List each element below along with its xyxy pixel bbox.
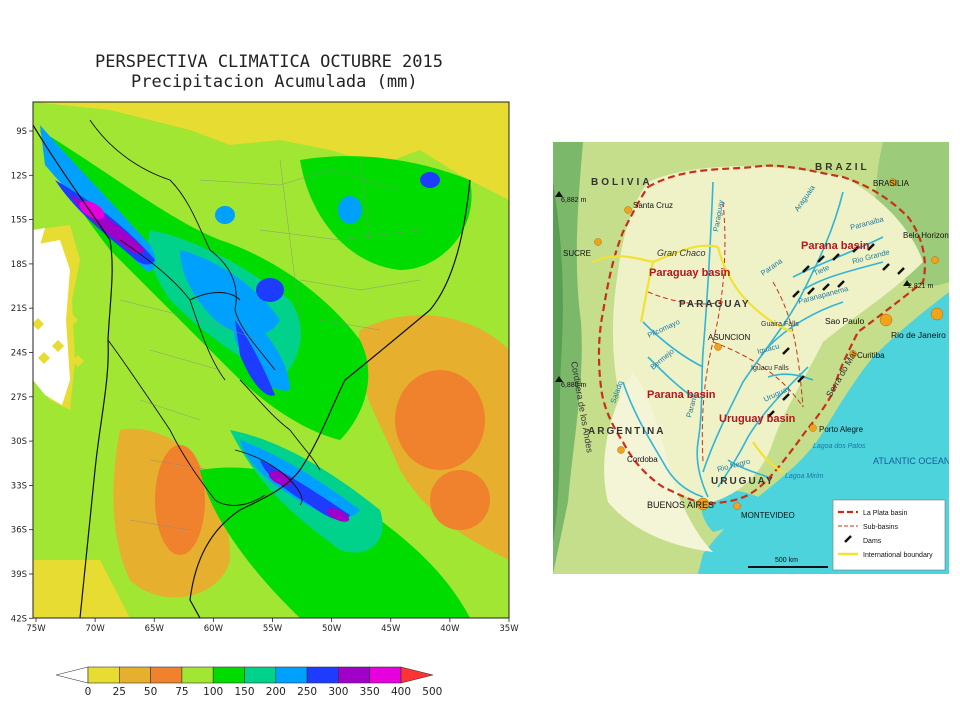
lon-tick-label: 55W (263, 624, 283, 634)
colorbar-swatch (369, 666, 402, 684)
lon-tick-label: 40W (440, 624, 460, 634)
lagoon-label: Lagoa dos Patos (813, 443, 866, 450)
colorbar-label: 200 (266, 686, 286, 698)
city-label: Sao Paulo (825, 316, 864, 326)
precip-field (33, 102, 509, 618)
lon-tick-label: 50W (322, 624, 342, 634)
lat-tick-label: 18S (11, 260, 27, 270)
scale-label: 500 km (775, 557, 798, 564)
city-label: BRASILIA (873, 179, 910, 188)
falls-label: Iguacu Falls (751, 365, 789, 372)
city-label: Belo Horizonte (903, 231, 949, 240)
colorbar-label: 300 (328, 686, 348, 698)
basin-label: Parana basin (801, 240, 870, 252)
la-plata-basin-map: BOLIVIA BRAZIL PARAGUAY ARGENTINA URUGUA… (553, 142, 949, 574)
legend-label: International boundary (863, 552, 933, 559)
lat-tick-label: 15S (11, 216, 27, 226)
longitude-ticks: 75W 70W 65W 60W 55W 50W 45W 40W 35W (26, 618, 519, 634)
colorbar-label: 50 (144, 686, 157, 698)
city-label: Cordoba (627, 455, 658, 464)
precip-title: PERSPECTIVA CLIMATICA OCTUBRE 2015 Preci… (95, 52, 515, 92)
elevation-label: 6,882 m (561, 197, 586, 204)
city-label: SUCRE (563, 249, 591, 258)
colorbar-swatch (150, 666, 183, 684)
colorbar: 0 25 50 75 100 150 200 250 300 350 400 500 (55, 666, 442, 698)
basin-label: Uruguay basin (719, 413, 796, 425)
lon-tick-label: 45W (381, 624, 401, 634)
colorbar-label: 150 (234, 686, 254, 698)
city-label: Rio de Janeiro (891, 330, 946, 340)
basin-label: Paraguay basin (649, 267, 731, 279)
city-label: BUENOS AIRES (647, 500, 714, 510)
legend-label: La Plata basin (863, 510, 907, 517)
lon-tick-label: 75W (26, 624, 46, 634)
lat-tick-label: 42S (11, 614, 27, 624)
colorbar-max-arrow (400, 666, 434, 684)
lat-tick-label: 33S (11, 481, 27, 491)
colorbar-label: 75 (175, 686, 188, 698)
lon-tick-label: 65W (145, 624, 165, 634)
lon-tick-label: 70W (86, 624, 106, 634)
colorbar-label: 250 (297, 686, 317, 698)
elevation-label: 2,821 m (908, 283, 933, 290)
elevation-label: 6,880 m (561, 382, 586, 389)
lat-tick-label: 30S (11, 437, 27, 447)
city-label: Santa Cruz (633, 201, 673, 210)
country-label: URUGUAY (711, 476, 775, 487)
colorbar-min-arrow (55, 666, 89, 684)
colorbar-swatch (338, 666, 370, 684)
lat-tick-label: 36S (11, 526, 27, 536)
ocean-label: ATLANTIC OCEAN (873, 456, 949, 466)
lat-tick-label: 12S (11, 171, 27, 181)
lat-tick-label: 27S (11, 393, 27, 403)
city-label: ASUNCION (708, 333, 750, 342)
precip-title-line1: PERSPECTIVA CLIMATICA OCTUBRE 2015 (95, 52, 443, 72)
lagoon-label: Lagoa Mirim (785, 473, 824, 480)
colorbar-label: 100 (203, 686, 223, 698)
falls-label: Guaira Falls (761, 321, 799, 328)
precip-title-line2: Precipitacion Acumulada (mm) (131, 72, 418, 92)
lat-tick-label: 9S (16, 127, 27, 137)
lon-tick-label: 35W (499, 624, 519, 634)
colorbar-label: 500 (422, 686, 442, 698)
city-label: Curitiba (857, 351, 885, 360)
colorbar-swatch (87, 666, 120, 684)
latitude-ticks: 9S 12S 15S 18S 21S 24S 27S 30S 33S 36S 39S 42S (11, 127, 33, 624)
colorbar-label: 350 (360, 686, 380, 698)
lat-tick-label: 21S (11, 304, 27, 314)
colorbar-swatch (306, 666, 339, 684)
colorbar-swatch (275, 666, 308, 684)
basin-label: Parana basin (647, 389, 716, 401)
colorbar-label: 400 (391, 686, 411, 698)
country-label: BOLIVIA (591, 177, 653, 188)
lon-tick-label: 60W (204, 624, 224, 634)
colorbar-label: 25 (113, 686, 126, 698)
lat-tick-label: 39S (11, 570, 27, 580)
region-label: Gran Chaco (657, 248, 706, 258)
legend-label: Sub-basins (863, 524, 899, 531)
colorbar-swatch (244, 666, 277, 684)
country-label: ARGENTINA (588, 426, 665, 437)
lat-tick-label: 24S (11, 349, 27, 359)
colorbar-swatch (119, 666, 151, 684)
city-label: MONTEVIDEO (741, 511, 795, 520)
colorbar-swatch (181, 666, 214, 684)
country-label: BRAZIL (815, 162, 870, 173)
city-label: Porto Alegre (819, 425, 864, 434)
colorbar-swatch (212, 666, 245, 684)
country-label: PARAGUAY (679, 299, 751, 310)
legend-label: Dams (863, 538, 882, 545)
colorbar-label: 0 (85, 686, 92, 698)
